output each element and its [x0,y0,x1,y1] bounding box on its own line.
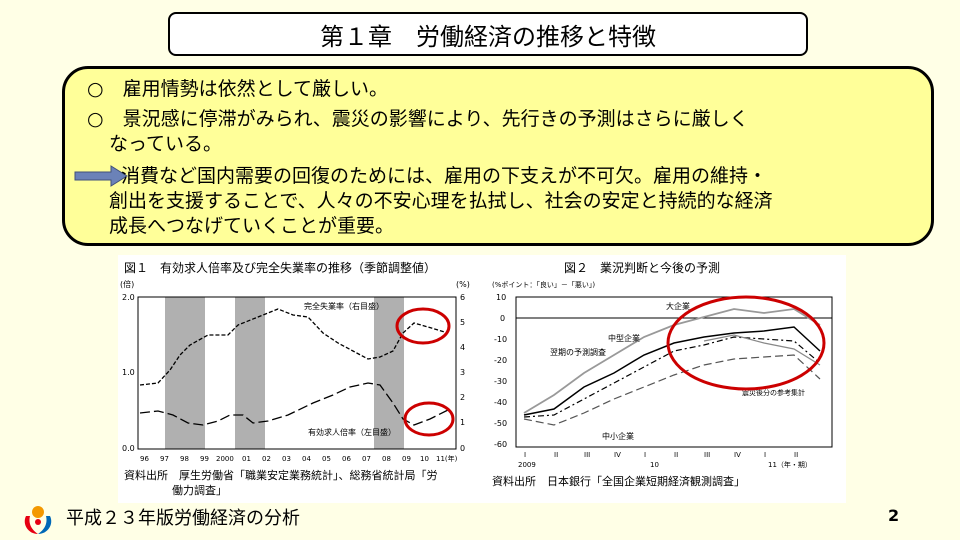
figure2-x-tick: III [704,451,710,459]
figure1-x-tick: 2000 [216,455,234,463]
figure2-y-tick: -10 [494,335,507,344]
job-openings-ratio-line [139,382,451,426]
post-quake-line [703,334,821,366]
figure1-title: 図１ 有効求人倍率及び完全失業率の推移（季節調整値） [124,261,437,275]
figure1-left-tick: 1.0 [122,368,135,377]
figure2-x-tick: I [524,451,526,459]
forecast-label: 翌期の予測調査 [550,347,606,357]
recession-band [235,297,265,449]
figure1-x-tick: 09 [402,455,411,463]
figure1-x-tick: 98 [180,455,189,463]
figure1-right-unit: (%) [456,280,470,289]
figure2-x-tick: III [584,451,590,459]
bullet-business-sentiment: ○ 景況感に停滞がみられ、震災の影響により、先行きの予測はさらに厳しく [87,108,749,130]
figure1-left-unit: (倍) [120,279,134,289]
figure2-y-unit: (%ポイント：「良い」－「悪い」) [492,280,595,289]
page-number: 2 [888,506,900,525]
figure2-y-tick: -20 [494,356,507,365]
figure2-x-tick: II [674,451,678,459]
conclusion-line-3: 成長へつなげていくことが重要。 [109,215,395,237]
figure2-y-tick: 10 [496,293,506,302]
figure2-y-tick: -30 [494,377,507,386]
footer-title: 平成２３年版労働経済の分析 [66,508,300,529]
figure1-x-tick: 96 [140,455,149,463]
figure1-x-tick: 08 [382,455,391,463]
figure2-x-year: 10 [650,461,659,469]
figure2-x-tick: I [644,451,646,459]
figure2-x-tick: I [764,451,766,459]
conclusion-line-2: 創出を支援することで、人々の不安心理を払拭し、社会の安定と持続的な経済 [109,190,773,212]
figure1-x-tick: 04 [302,455,311,463]
figure1-source-1: 資料出所 厚生労働省「職業安定業務統計」、総務省統計局「労 [124,469,438,482]
figure1-right-tick: 2 [460,393,465,402]
figure2-y-tick: -50 [494,419,507,428]
slide-title-box: 第１章 労働経済の推移と特徴 [168,12,808,56]
figure2-plot-frame [515,296,833,448]
figure2-y-tick: 0 [500,314,505,323]
figure1-chart: (倍) (%) 2.0 1.0 0.0 6 5 4 3 2 1 0 完全失業率（… [120,279,470,463]
conclusion-line-1: 消費など国内需要の回復のためには、雇用の下支えが不可欠。雇用の維持・ [121,165,768,187]
large-enterprise-line [523,308,821,414]
jobs-ratio-label: 有効求人倍率（左目盛） [308,427,396,437]
unemployment-label: 完全失業率（右目盛） [304,301,384,311]
figure1-right-tick: 5 [460,318,465,327]
figure2-x-tick: IV [614,451,621,459]
figure2-y-tick: -40 [494,398,507,407]
figure1-right-tick: 0 [460,444,465,453]
figure1-plot-frame [137,296,457,450]
large-enterprise-label: 大企業 [666,301,690,311]
figure2-x-year: 11（年・期） [768,460,812,469]
small-enterprise-line [523,354,821,426]
figure1-right-tick: 3 [460,368,465,377]
medium-enterprise-label: 中型企業 [608,333,640,343]
figure1-x-tick: 06 [342,455,351,463]
highlight-ellipse [395,307,451,345]
figure1-x-tick: 05 [322,455,331,463]
figure2-x-year: 2009 [518,461,536,469]
figure1-left-tick: 2.0 [122,293,135,302]
figure1-left-tick: 0.0 [122,444,135,453]
figure2-source: 資料出所 日本銀行「全国企業短期経済観測調査」 [492,475,745,488]
figure1-x-tick: 03 [282,455,291,463]
figure1-x-tick: 99 [200,455,209,463]
figure2-x-tick: II [554,451,558,459]
figure1-source-2: 働力調査」 [172,484,227,497]
ministry-logo-icon [24,506,52,534]
figure1-x-tick: 02 [262,455,271,463]
figure1-right-tick: 4 [460,343,465,352]
bullet-business-sentiment-cont: なっている。 [109,133,223,155]
figure1-x-tick: 10 [420,455,429,463]
summary-box: ○ 雇用情勢は依然として厳しい。 ○ 景況感に停滞がみられ、震災の影響により、先… [62,66,934,246]
recession-band [165,297,205,449]
figure2-chart: (%ポイント：「良い」－「悪い」) 10 0 -10 -20 -30 -40 -… [492,280,833,469]
slide-title: 第１章 労働経済の推移と特徴 [320,22,656,51]
figure2-title: 図２ 業況判断と今後の予測 [564,261,721,275]
post-quake-label: 震災後分の参考集計 [742,388,805,397]
figure2-x-tick: II [794,451,798,459]
figure1-x-tick: 97 [160,455,169,463]
figure2-x-tick: IV [734,451,741,459]
figure1-x-tick: 11(年) [436,454,458,463]
highlight-ellipse [666,295,826,391]
forecast-line [523,336,821,418]
unemployment-rate-line [139,308,449,386]
right-arrow-icon [74,165,128,187]
highlight-ellipse [403,401,455,437]
figure1-x-tick: 01 [242,455,251,463]
figure1-right-tick: 6 [460,293,465,302]
figure1-x-tick: 07 [362,455,371,463]
figures-panel: 図１ 有効求人倍率及び完全失業率の推移（季節調整値） (倍) (%) 2.0 1… [118,255,846,503]
figure2-y-tick: -60 [494,440,507,449]
medium-enterprise-line [523,326,821,416]
small-enterprise-label: 中小企業 [602,431,634,441]
figure1-right-tick: 1 [460,418,465,427]
bullet-employment: ○ 雇用情勢は依然として厳しい。 [87,78,389,100]
